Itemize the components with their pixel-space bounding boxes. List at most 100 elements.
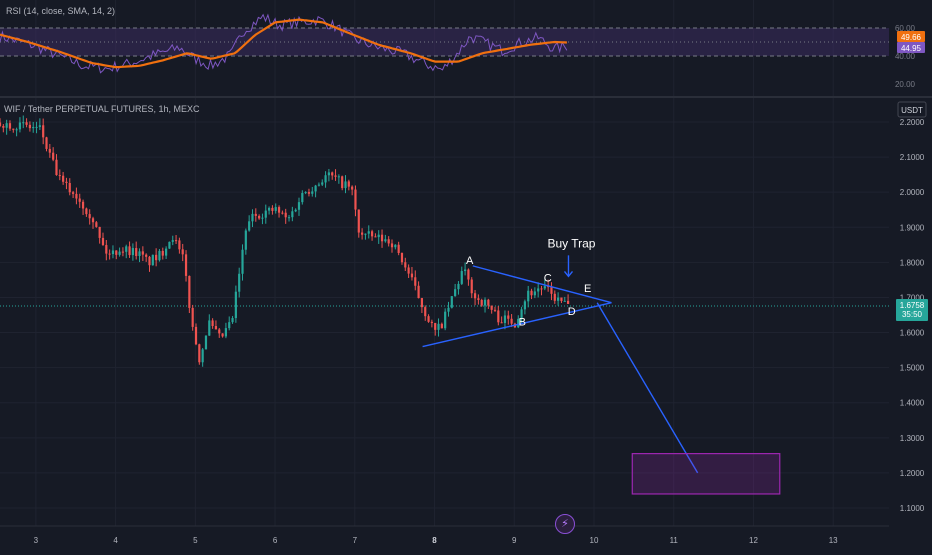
candle-down	[374, 236, 377, 238]
candle-down	[487, 299, 490, 306]
candle-up	[364, 233, 367, 235]
candle-down	[105, 245, 108, 254]
candle-down	[52, 152, 55, 160]
candle-down	[553, 293, 556, 301]
time-tick: 4	[113, 536, 118, 545]
point-label-e: E	[584, 283, 591, 295]
candle-up	[267, 207, 271, 211]
candle-up	[18, 122, 22, 130]
rsi-tick: 40.00	[895, 52, 916, 61]
candle-up	[394, 244, 397, 248]
candle-down	[148, 256, 151, 266]
candle-up	[557, 297, 560, 301]
currency-label: USDT	[901, 106, 923, 115]
time-tick: 6	[273, 536, 278, 545]
candle-down	[88, 214, 91, 219]
candle-down	[121, 251, 125, 253]
candle-up	[125, 246, 128, 252]
candle-down	[390, 243, 394, 248]
candle-up	[520, 309, 523, 319]
candle-down	[62, 175, 65, 182]
candle-down	[351, 186, 354, 190]
target-box[interactable]	[631, 453, 781, 495]
lightning-icon[interactable]: ⚡	[555, 514, 575, 534]
triangle-upper-line[interactable]	[472, 265, 612, 304]
candle-down	[161, 250, 164, 256]
candle-up	[301, 193, 304, 203]
candle-up	[111, 250, 115, 255]
candle-up	[231, 318, 234, 323]
candle-up	[274, 207, 277, 211]
candle-up	[264, 210, 267, 218]
candle-down	[258, 215, 261, 219]
price-tick: 2.2000	[900, 118, 925, 127]
candle-down	[25, 122, 28, 125]
price-tick: 1.9000	[900, 223, 925, 232]
candle-up	[208, 320, 211, 336]
rsi-line	[0, 13, 568, 74]
candle-up	[297, 202, 301, 210]
candle-up	[171, 240, 174, 242]
drawings[interactable]: Buy Trap A B C DE	[422, 236, 781, 495]
candle-down	[145, 254, 148, 257]
candle-down	[307, 192, 311, 194]
time-axis-labels[interactable]: 3 4 5 6 7 8 9 10 11 12 13	[34, 536, 839, 545]
candle-up	[5, 123, 8, 128]
time-tick: 10	[590, 536, 599, 545]
candle-up	[238, 273, 241, 292]
candle-up	[165, 248, 168, 256]
price-tick: 1.4000	[900, 399, 925, 408]
main-pane[interactable]: Buy Trap A B C DE WIF / Tether PERPETUAL FUT…	[0, 101, 928, 513]
candle-down	[341, 176, 344, 189]
rsi-label: RSI (14, close, SMA, 14, 2)	[6, 6, 115, 16]
candle-down	[547, 286, 550, 288]
triangle-lower-line[interactable]	[422, 302, 612, 348]
candle-up	[204, 335, 208, 350]
candle-down	[78, 198, 81, 202]
candle-up	[38, 125, 41, 127]
currency-badge[interactable]: USDT	[897, 101, 927, 118]
candle-down	[48, 148, 51, 153]
candle-down	[347, 181, 350, 187]
grid-lines	[0, 0, 889, 526]
candle-down	[191, 307, 194, 327]
candle-down	[440, 323, 443, 329]
candle-down	[155, 254, 158, 261]
candle-down	[510, 318, 513, 324]
candle-down	[45, 137, 48, 149]
time-tick: 8	[432, 536, 437, 545]
candle-up	[304, 192, 307, 194]
candle-down	[221, 333, 224, 337]
rsi-pane[interactable]: RSI (14, close, SMA, 14, 2) 60.00 40.00 20…	[0, 6, 925, 89]
candle-up	[248, 221, 251, 231]
candle-up	[291, 211, 294, 218]
candle-down	[434, 322, 437, 330]
candle-up	[367, 231, 370, 234]
time-tick: 7	[353, 536, 358, 545]
candle-down	[477, 298, 480, 300]
point-label-c: C	[544, 273, 552, 285]
candle-down	[387, 239, 390, 244]
rsi-value-badge: 44.95	[897, 42, 925, 53]
candle-up	[35, 126, 38, 128]
candle-down	[400, 252, 404, 263]
candle-up	[444, 311, 447, 329]
candle-down	[473, 293, 477, 299]
candle-down	[566, 300, 570, 304]
candle-down	[470, 279, 473, 294]
candle-up	[311, 191, 314, 194]
price-tick: 1.5000	[900, 364, 925, 373]
candle-up	[251, 213, 254, 222]
candle-up	[324, 175, 327, 183]
candle-down	[430, 321, 433, 323]
candle-down	[361, 232, 364, 235]
candle-down	[281, 212, 284, 214]
projection-line[interactable]	[596, 302, 699, 474]
candle-down	[98, 226, 101, 238]
price-scale-area[interactable]	[889, 0, 932, 550]
candle-down	[141, 251, 144, 255]
candle-down	[194, 326, 198, 345]
candle-down	[95, 222, 98, 227]
